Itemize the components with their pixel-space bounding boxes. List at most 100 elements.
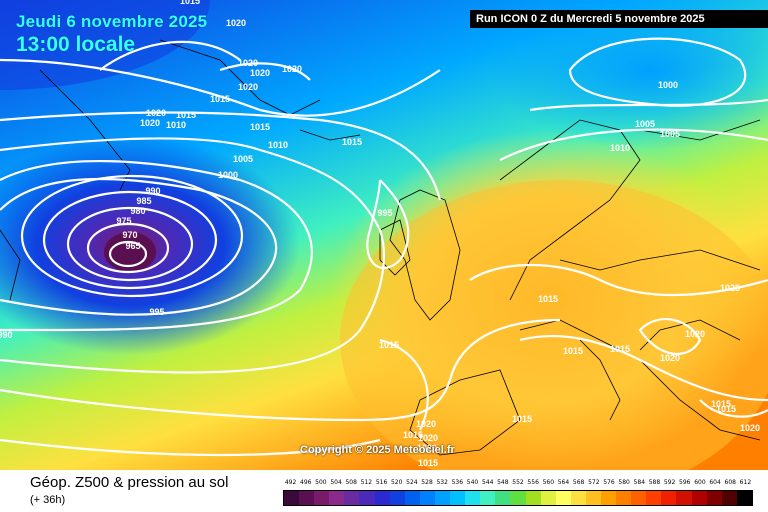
isobar-label: 1020 — [250, 68, 270, 78]
scale-label: 552 — [512, 479, 524, 486]
isobar-label: 1015 — [250, 122, 270, 132]
color-scale-bar — [283, 490, 753, 506]
scale-label: 504 — [330, 479, 342, 486]
scale-swatch — [329, 491, 345, 505]
scale-label: 556 — [527, 479, 539, 486]
isobar-label: 1020 — [416, 419, 436, 429]
scale-label: 516 — [375, 479, 388, 486]
isobar-label: 1020 — [238, 58, 258, 68]
scale-label: 540 — [466, 479, 479, 486]
legend-footer: Géop. Z500 & pression au sol (+ 36h) 492… — [0, 470, 768, 512]
scale-swatch — [404, 491, 420, 505]
isobar-label: 970 — [122, 230, 137, 240]
isobar-label: 1015 — [403, 430, 423, 440]
scale-label: 604 — [709, 479, 721, 486]
scale-swatch — [736, 491, 752, 505]
scale-label: 612 — [739, 479, 752, 486]
isobar-label: 1020 — [685, 329, 705, 339]
isobar-label: 990 — [0, 330, 13, 340]
isobar-label: 1020 — [740, 423, 760, 433]
warm-air-zone — [340, 180, 768, 470]
isobar-label: 1005 — [233, 154, 253, 164]
run-info: Run ICON 0 Z du Mercredi 5 novembre 2025 — [470, 10, 768, 28]
scale-label: 544 — [481, 479, 494, 486]
legend-subtitle: (+ 36h) — [30, 494, 66, 506]
isobar-label: 995 — [377, 208, 392, 218]
scale-label: 536 — [451, 479, 464, 486]
scale-label: 580 — [618, 479, 630, 486]
isobar-label: 1015 — [538, 294, 558, 304]
scale-swatch — [314, 491, 330, 505]
scale-swatch — [706, 491, 722, 505]
isobar-label: 1010 — [610, 143, 630, 153]
isobar-label: 1015 — [418, 458, 438, 468]
scale-label: 600 — [694, 479, 706, 486]
scale-swatch — [570, 491, 586, 505]
color-scale-labels: 492 496 500 504 508 512 516 520 524 528 532 536 540 5… — [283, 479, 753, 488]
scale-swatch — [374, 491, 390, 505]
scale-swatch — [480, 491, 496, 505]
scale-swatch — [631, 491, 647, 505]
scale-label: 496 — [300, 479, 312, 486]
isobar-label: 975 — [116, 216, 131, 226]
scale-swatch — [434, 491, 451, 505]
scale-swatch — [661, 491, 677, 505]
scale-label: 512 — [360, 479, 373, 486]
scale-label: 592 — [663, 479, 676, 486]
isobar-label: 1020 — [418, 433, 438, 443]
scale-label: 524 — [406, 479, 418, 486]
scale-label: 596 — [679, 479, 691, 486]
isobar-label: 1005 — [635, 119, 655, 129]
scale-swatch — [525, 491, 541, 505]
scale-label: 520 — [390, 479, 403, 486]
isobar-label: 1000 — [658, 80, 678, 90]
legend-title: Géop. Z500 & pression au sol — [30, 474, 229, 491]
scale-swatch — [676, 491, 692, 505]
isobar-label: 1015 — [563, 346, 583, 356]
isobar-label: 1020 — [417, 443, 437, 453]
isobar-label: 1000 — [218, 170, 238, 180]
copyright: Copyright © 2025 Meteociel.fr — [300, 444, 455, 456]
scale-swatch — [299, 491, 315, 505]
isobar-label: 1025 — [720, 283, 740, 293]
isobar-label: 965 — [125, 241, 140, 251]
isobar-label: 1020 — [146, 108, 166, 118]
scale-label: 508 — [345, 479, 357, 486]
scale-swatch — [616, 491, 632, 505]
isobar-label: 995 — [149, 307, 164, 317]
scale-swatch — [646, 491, 662, 505]
isobar-label: 1015 — [610, 344, 630, 354]
isobar-label: 1020 — [140, 118, 160, 128]
scale-swatch — [540, 491, 556, 505]
isobar-label: 1015 — [716, 404, 736, 414]
isobar-label: 1010 — [268, 140, 288, 150]
isobar-label: 1015 — [711, 399, 731, 409]
scale-swatch — [555, 491, 571, 505]
scale-label: 492 — [284, 479, 297, 486]
scale-swatch — [495, 491, 511, 505]
isobar-label: 1015 — [342, 137, 362, 147]
isobars — [0, 37, 768, 457]
isobar-label: 1015 — [379, 340, 399, 350]
scale-label: 568 — [572, 479, 585, 486]
isobar-label: 1015 — [176, 110, 196, 120]
scale-swatch — [691, 491, 707, 505]
northern-low-zone — [490, 0, 768, 150]
scale-swatch — [450, 491, 466, 505]
isobar-label: 1020 — [226, 18, 246, 28]
isobar-label: 985 — [136, 196, 151, 206]
scale-label: 608 — [724, 479, 736, 486]
scale-label: 564 — [557, 479, 570, 486]
scale-swatch — [389, 491, 405, 505]
isobar-label: 990 — [145, 186, 160, 196]
scale-swatch — [284, 491, 300, 505]
scale-label: 560 — [542, 479, 555, 486]
isobar-label: 1010 — [166, 120, 186, 130]
scale-label: 528 — [421, 479, 433, 486]
forecast-date: Jeudi 6 novembre 2025 — [16, 12, 208, 31]
forecast-time: 13:00 locale — [16, 33, 136, 56]
scale-swatch — [721, 491, 737, 505]
isobar-label: 1020 — [238, 82, 258, 92]
scale-swatch — [510, 491, 526, 505]
